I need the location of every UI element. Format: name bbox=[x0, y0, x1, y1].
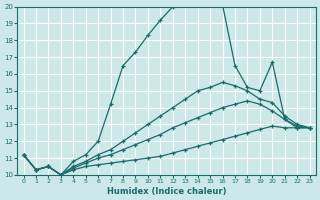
X-axis label: Humidex (Indice chaleur): Humidex (Indice chaleur) bbox=[107, 187, 226, 196]
